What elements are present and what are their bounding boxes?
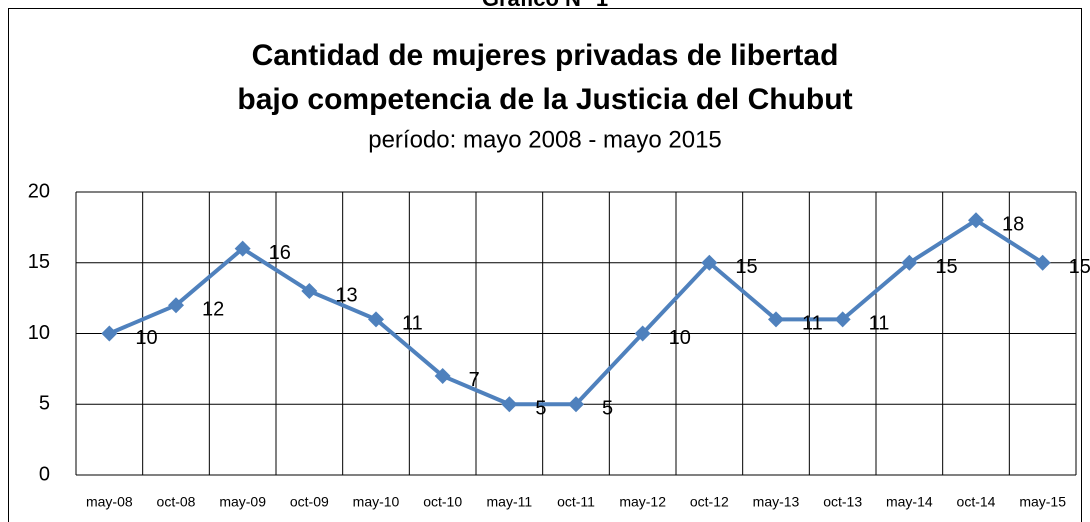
x-tick-label: oct-09 (290, 494, 329, 510)
data-label: 15 (1069, 256, 1090, 278)
data-label: 15 (935, 256, 957, 278)
marker (701, 254, 718, 271)
x-tick-label: may-09 (219, 494, 266, 510)
data-label: 11 (402, 313, 423, 335)
x-tick-label: oct-13 (823, 494, 862, 510)
data-label: 7 (469, 369, 480, 391)
x-tick-label: may-14 (886, 494, 933, 510)
y-tick-label: 15 (28, 251, 50, 273)
chart-frame (8, 8, 1082, 522)
x-tick-label: may-15 (1019, 494, 1066, 510)
x-tick-label: oct-11 (557, 494, 595, 510)
marker (901, 254, 918, 271)
data-label: 12 (202, 298, 224, 320)
marker (234, 240, 251, 257)
data-label: 10 (669, 327, 691, 349)
marker (834, 311, 851, 328)
marker (768, 311, 784, 328)
data-label: 5 (535, 398, 546, 420)
data-label: 15 (735, 256, 757, 278)
caption-bg (486, 0, 646, 8)
x-tick-label: oct-10 (423, 494, 462, 510)
marker (501, 396, 518, 413)
marker (1034, 254, 1051, 271)
marker (368, 311, 384, 328)
x-tick-label: may-08 (86, 494, 133, 510)
x-tick-label: oct-14 (957, 494, 996, 510)
x-tick-label: may-11 (487, 494, 533, 510)
y-tick-label: 20 (28, 180, 50, 202)
marker (634, 325, 651, 342)
data-label: 16 (269, 242, 291, 264)
chart-title: Cantidad de mujeres privadas de libertad (252, 39, 839, 72)
y-tick-label: 10 (28, 322, 50, 344)
marker (434, 367, 451, 384)
x-tick-label: oct-12 (690, 494, 729, 510)
data-label: 10 (135, 327, 157, 349)
chart-title: bajo competencia de la Justicia del Chub… (237, 83, 852, 116)
data-label: 13 (335, 284, 357, 306)
marker (968, 212, 984, 229)
data-label: 11 (802, 313, 823, 335)
data-label: 18 (1002, 214, 1024, 236)
marker (168, 297, 184, 314)
chart-subtitle: período: mayo 2008 - mayo 2015 (368, 126, 722, 153)
y-tick-label: 0 (39, 463, 50, 485)
caption: Gráfico N° 1 (482, 0, 608, 11)
x-tick-label: may-13 (753, 494, 800, 510)
data-label: 11 (869, 313, 890, 335)
marker (101, 325, 118, 342)
x-tick-label: oct-08 (157, 494, 196, 510)
y-tick-label: 5 (39, 393, 50, 415)
x-tick-label: may-10 (353, 494, 400, 510)
data-label: 5 (602, 398, 613, 420)
marker (301, 283, 318, 300)
x-tick-label: may-12 (619, 494, 666, 510)
marker (568, 396, 584, 413)
